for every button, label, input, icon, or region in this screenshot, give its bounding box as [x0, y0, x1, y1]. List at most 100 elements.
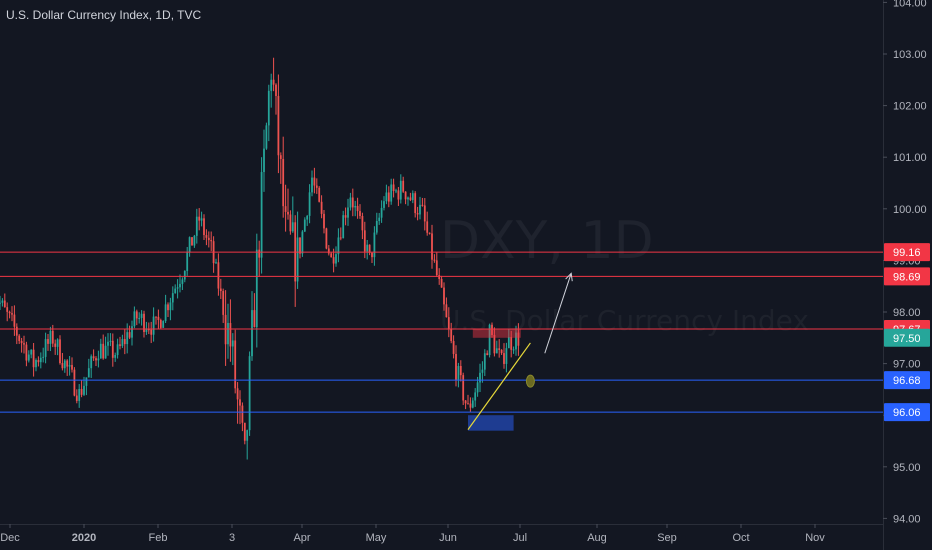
time-tick-label: Feb	[149, 532, 168, 544]
arrow-line[interactable]	[544, 273, 572, 354]
candle-body	[85, 377, 88, 386]
candle-body	[435, 260, 438, 276]
candle-body	[207, 237, 210, 241]
candle-body	[241, 405, 244, 423]
candle-body	[318, 187, 321, 202]
watermark: DXY, 1D U.S. Dollar Currency Index	[440, 211, 809, 337]
candle-body	[459, 366, 462, 376]
candle-body	[303, 219, 306, 232]
candle-body	[433, 259, 436, 261]
candle-body	[342, 215, 345, 239]
candle-body	[356, 205, 359, 212]
candle-body	[270, 79, 273, 91]
candle-body	[18, 335, 21, 341]
resistance-price-badge-bg	[884, 267, 930, 286]
candle-body	[145, 329, 148, 332]
candle-body	[258, 249, 261, 258]
candle-body	[347, 207, 349, 218]
candle-body	[479, 372, 481, 383]
candle-body	[42, 356, 45, 358]
candle-body	[488, 324, 491, 356]
candle-body	[179, 283, 181, 288]
support-zone	[468, 415, 514, 431]
candle-body	[32, 349, 35, 368]
candle-body	[277, 95, 280, 156]
candle-body	[467, 403, 469, 405]
candle-body	[222, 291, 225, 315]
candle-body	[176, 287, 179, 289]
candle-body	[234, 340, 237, 389]
candle-body	[68, 365, 71, 367]
candle-body	[164, 304, 167, 322]
candle-body	[169, 302, 172, 311]
candle-body	[320, 201, 323, 214]
time-tick-label: Jul	[513, 532, 527, 544]
time-axis[interactable]: Dec 2020 Feb 3 Apr May Jun Jul Aug Sep Oct Nov	[0, 524, 883, 544]
candle-body	[402, 180, 405, 192]
candle-body	[150, 329, 153, 335]
candle-body	[131, 326, 133, 338]
candle-body	[426, 221, 429, 233]
candle-body	[23, 343, 25, 345]
candle-body	[251, 310, 253, 357]
candle-body	[47, 339, 49, 344]
candle-body	[332, 257, 335, 264]
candle-body	[121, 339, 124, 346]
candle-body	[97, 358, 100, 361]
candle-body	[500, 349, 503, 354]
candle-body	[349, 197, 352, 208]
candle-body	[119, 344, 121, 346]
candle-body	[73, 369, 76, 396]
candle-body	[378, 217, 381, 221]
candle-body	[495, 348, 498, 354]
candle-body	[243, 422, 246, 441]
drawings	[467, 272, 573, 430]
candle-body	[464, 400, 467, 404]
time-tick-label: Sep	[657, 532, 677, 544]
candle-body	[471, 400, 474, 408]
price-tick-label: 103.00	[893, 49, 927, 61]
candle-body	[507, 337, 510, 349]
candle-body	[354, 205, 357, 208]
candle-body	[224, 314, 227, 345]
candle-body	[452, 341, 455, 354]
candle-body	[359, 211, 361, 216]
candle-body	[457, 366, 460, 380]
candle-body	[375, 220, 378, 233]
candle-body	[491, 324, 493, 335]
candle-body	[75, 395, 78, 401]
candle-body	[462, 375, 465, 401]
candle-body	[512, 349, 515, 351]
candle-body	[155, 316, 157, 318]
candle-body	[215, 262, 217, 264]
candle-body	[13, 314, 16, 327]
candles	[0, 57, 520, 460]
candle-body	[291, 222, 294, 232]
candle-body	[152, 316, 155, 335]
time-tick-label: Aug	[587, 532, 607, 544]
price-tick-label: 104.00	[893, 0, 927, 9]
last-price-badge: 97.50	[893, 333, 921, 345]
candle-body	[87, 368, 90, 378]
candle-body	[474, 392, 477, 401]
candle-body	[339, 237, 342, 239]
candle-body	[517, 332, 520, 346]
candle-body	[282, 158, 285, 207]
candle-body	[366, 244, 369, 252]
candle-body	[371, 252, 373, 258]
candle-body	[174, 288, 177, 294]
candle-body	[423, 205, 426, 222]
candle-body	[416, 213, 419, 215]
trendline[interactable]	[467, 342, 531, 430]
candle-body	[311, 177, 313, 193]
candle-body	[35, 360, 37, 368]
resistance-price-badge-bg	[884, 243, 930, 262]
candle-body	[107, 341, 109, 346]
arrow-head	[565, 272, 573, 282]
candle-body	[409, 197, 412, 201]
candle-body	[138, 317, 141, 319]
ellipse-marker[interactable]	[525, 374, 535, 388]
support-price-badge: 96.06	[893, 407, 921, 419]
candle-body	[181, 279, 184, 284]
